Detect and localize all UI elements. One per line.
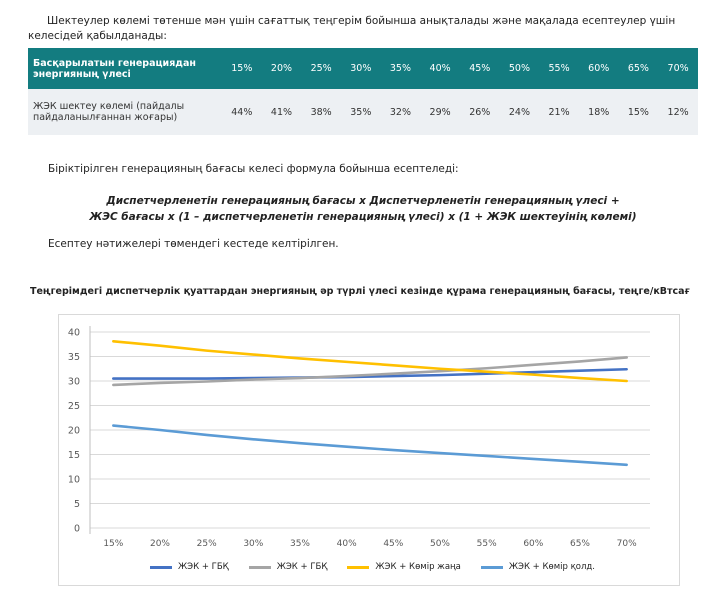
x-tick-label: 40% <box>337 539 357 549</box>
legend-label: ЖЭК + Көмір жаңа <box>375 562 461 572</box>
legend-swatch <box>480 565 503 569</box>
y-tick-label: 0 <box>74 524 80 535</box>
table-cell: 12% <box>658 89 698 135</box>
legend-swatch <box>248 565 271 569</box>
table-header-row: Басқарылатын генерациядан энергияның үле… <box>28 48 698 89</box>
y-tick-label: 15 <box>68 450 80 461</box>
legend-item: ЖЭК + ГБҚ <box>248 562 328 572</box>
table-header-cell: 65% <box>618 48 659 89</box>
table-row-label: ЖЭК шектеу көлемі (пайдалы пайдаланылған… <box>28 89 222 135</box>
x-tick-label: 65% <box>570 539 590 549</box>
legend-label: ЖЭК + ГБҚ <box>178 562 229 572</box>
limits-table: Басқарылатын генерациядан энергияның үле… <box>28 48 698 135</box>
formula-intro: Біріктірілген генерацияның бағасы келесі… <box>48 163 459 175</box>
table-cell: 38% <box>301 89 341 135</box>
table-cell: 35% <box>340 89 381 135</box>
series-line <box>112 424 628 467</box>
legend-label: ЖЭК + ГБҚ <box>276 562 328 572</box>
y-tick-label: 40 <box>68 328 80 339</box>
x-tick-label: 35% <box>290 539 310 549</box>
results-paragraph: Есептеу нәтижелері төмендегі кестеде кел… <box>48 238 339 250</box>
table-cell: 21% <box>539 89 579 135</box>
table-header-cell: 70% <box>658 48 698 89</box>
table-cell: 24% <box>499 89 540 135</box>
table-header-cell: 50% <box>499 48 540 89</box>
chart-legend: ЖЭК + ГБҚ ЖЭК + ГБҚ ЖЭК + Көмір жаңа ЖЭК… <box>150 562 595 572</box>
table-cell: 32% <box>380 89 421 135</box>
legend-label: ЖЭК + Көмір қолд. <box>508 562 595 572</box>
y-tick-label: 35 <box>68 352 80 363</box>
x-tick-label: 45% <box>383 539 403 549</box>
x-tick-label: 30% <box>243 539 263 549</box>
x-tick-label: 55% <box>477 539 497 549</box>
x-tick-label: 50% <box>430 539 450 549</box>
x-tick-label: 70% <box>617 539 637 549</box>
table-header-cell: 25% <box>301 48 341 89</box>
table-header-cell: 40% <box>420 48 460 89</box>
formula-line-1: Диспетчерленетін генерацияның бағасы x Д… <box>106 195 620 207</box>
table-header-label: Басқарылатын генерациядан энергияның үле… <box>28 48 222 89</box>
table-header-cell: 35% <box>380 48 421 89</box>
table-header-cell: 20% <box>261 48 302 89</box>
y-tick-label: 20 <box>68 426 80 437</box>
series-line <box>112 367 628 380</box>
y-tick-label: 30 <box>68 377 80 388</box>
legend-swatch <box>347 565 370 569</box>
y-tick-label: 5 <box>74 499 80 510</box>
x-tick-label: 25% <box>197 539 217 549</box>
series-line <box>112 356 628 387</box>
table-cell: 26% <box>459 89 500 135</box>
intro-paragraph: Шектеулер көлемі төтенше мән үшін сағатт… <box>28 15 676 42</box>
table-cell: 29% <box>420 89 460 135</box>
table-cell: 18% <box>578 89 619 135</box>
x-tick-label: 15% <box>103 539 123 549</box>
legend-swatch <box>150 565 172 569</box>
table-cell: 15% <box>618 89 659 135</box>
table-header-cell: 15% <box>222 48 262 89</box>
table-header-cell: 30% <box>340 48 381 89</box>
formula-line-2: ЖЭС бағасы x (1 – диспетчерленетін генер… <box>89 211 637 223</box>
table-cell: 44% <box>222 89 262 135</box>
table-row: ЖЭК шектеу көлемі (пайдалы пайдаланылған… <box>28 89 698 135</box>
table-cell: 41% <box>261 89 302 135</box>
series-line <box>112 340 628 383</box>
chart-frame <box>58 314 680 586</box>
x-tick-label: 60% <box>523 539 543 549</box>
legend-item: ЖЭК + ГБҚ <box>150 562 229 572</box>
x-tick-label: 20% <box>150 539 170 549</box>
table-header-cell: 45% <box>459 48 500 89</box>
y-tick-label: 25 <box>68 401 80 412</box>
y-tick-label: 10 <box>68 475 80 486</box>
table-header-cell: 55% <box>539 48 579 89</box>
legend-item: ЖЭК + Көмір жаңа <box>347 562 461 572</box>
formula: Диспетчерленетін генерацияның бағасы x Д… <box>28 193 698 225</box>
legend-item: ЖЭК + Көмір қолд. <box>480 562 595 572</box>
chart-title: Теңгерімдегі диспетчерлік қуаттардан эне… <box>30 286 690 297</box>
table-header-cell: 60% <box>578 48 619 89</box>
